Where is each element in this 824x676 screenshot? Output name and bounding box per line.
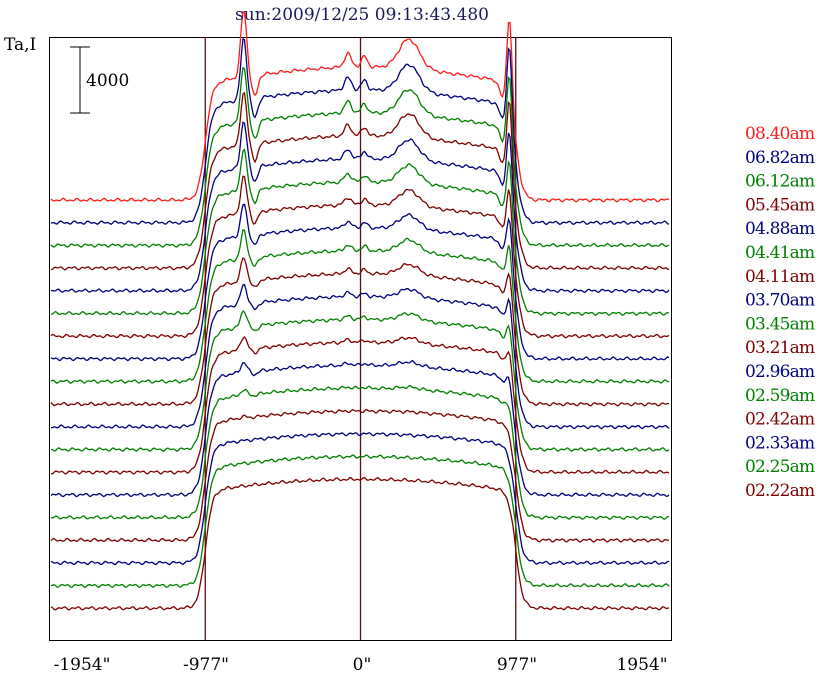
- legend-entry: 06.12am: [745, 172, 815, 192]
- series-line: [50, 454, 670, 589]
- legend-entry: 03.45am: [745, 314, 815, 334]
- legend-entry: 03.21am: [745, 338, 815, 358]
- x-tick-label: -1954": [54, 655, 111, 675]
- series-line: [50, 121, 670, 294]
- series-line: [50, 476, 670, 611]
- legend-entry: 06.82am: [745, 148, 815, 168]
- series-line: [50, 91, 670, 271]
- series-line: [50, 336, 670, 475]
- series-line: [50, 256, 670, 407]
- scale-bar-label: 4000: [86, 71, 129, 91]
- series-line: [50, 229, 670, 384]
- legend: 08.40am 06.82am 06.12am 05.45am 04.88am 04.41…: [745, 124, 816, 501]
- legend-entry: 04.88am: [745, 219, 815, 239]
- legend-entry: 02.42am: [745, 410, 815, 430]
- series-line: [50, 359, 670, 498]
- legend-entry: 02.22am: [745, 481, 815, 501]
- chart-title: sun:2009/12/25 09:13:43.480: [235, 5, 489, 25]
- series-line: [50, 175, 670, 339]
- series-line: [50, 384, 669, 521]
- x-tick-label: 1954": [616, 655, 667, 675]
- x-tick-label: 977": [497, 655, 537, 675]
- series-line: [50, 11, 670, 203]
- legend-entry: 04.41am: [745, 243, 815, 263]
- series-line: [50, 432, 670, 566]
- legend-entry: 02.59am: [745, 386, 815, 406]
- legend-entry: 03.70am: [745, 291, 815, 311]
- legend-entry: 02.96am: [745, 362, 815, 382]
- legend-entry: 05.45am: [745, 195, 815, 215]
- series-line: [50, 38, 670, 226]
- series-line: [50, 66, 670, 248]
- x-tick-label: 0": [353, 655, 372, 675]
- y-axis-label: Ta,I: [4, 35, 36, 55]
- series-line: [50, 203, 670, 362]
- legend-entry: 08.40am: [745, 124, 815, 144]
- legend-entry: 02.33am: [745, 433, 815, 453]
- legend-entry: 04.11am: [745, 267, 815, 287]
- series-line: [50, 408, 670, 543]
- series-line: [50, 309, 670, 452]
- series-line: [51, 283, 670, 430]
- x-tick-label: -977": [183, 655, 229, 675]
- series-lines: [50, 11, 670, 611]
- series-line: [50, 148, 670, 316]
- scale-bar: 4000: [70, 46, 129, 114]
- legend-entry: 02.25am: [745, 457, 815, 477]
